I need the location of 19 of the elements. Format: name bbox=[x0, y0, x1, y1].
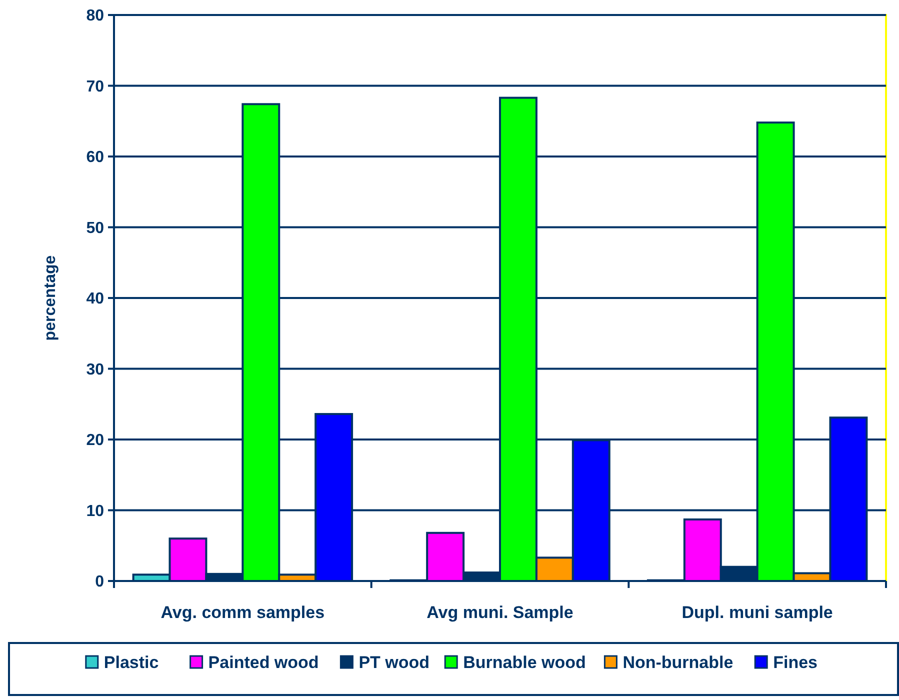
legend-label: Plastic bbox=[104, 653, 159, 672]
legend-label: Burnable wood bbox=[463, 653, 586, 672]
y-tick-label: 50 bbox=[86, 220, 104, 237]
legend-label: Non-burnable bbox=[622, 653, 734, 672]
y-axis-title: percentage bbox=[42, 255, 59, 341]
x-tick-label: Avg. comm samples bbox=[160, 603, 325, 622]
y-tick-label: 60 bbox=[86, 149, 104, 166]
legend-label: PT wood bbox=[358, 653, 430, 672]
y-tick-label: 40 bbox=[86, 290, 104, 308]
y-tick-label: 20 bbox=[86, 432, 104, 450]
y-tick-label: 70 bbox=[86, 78, 104, 96]
y-tick-label: 80 bbox=[86, 8, 104, 25]
y-tick-label: 10 bbox=[86, 502, 104, 520]
legend-label: Painted wood bbox=[208, 653, 319, 672]
x-tick-label: Avg muni. Sample bbox=[426, 603, 574, 622]
y-tick-label: 0 bbox=[95, 574, 104, 591]
legend-label: Fines bbox=[773, 653, 818, 672]
x-tick-label: Dupl. muni sample bbox=[682, 603, 833, 622]
y-tick-label: 30 bbox=[86, 361, 104, 378]
